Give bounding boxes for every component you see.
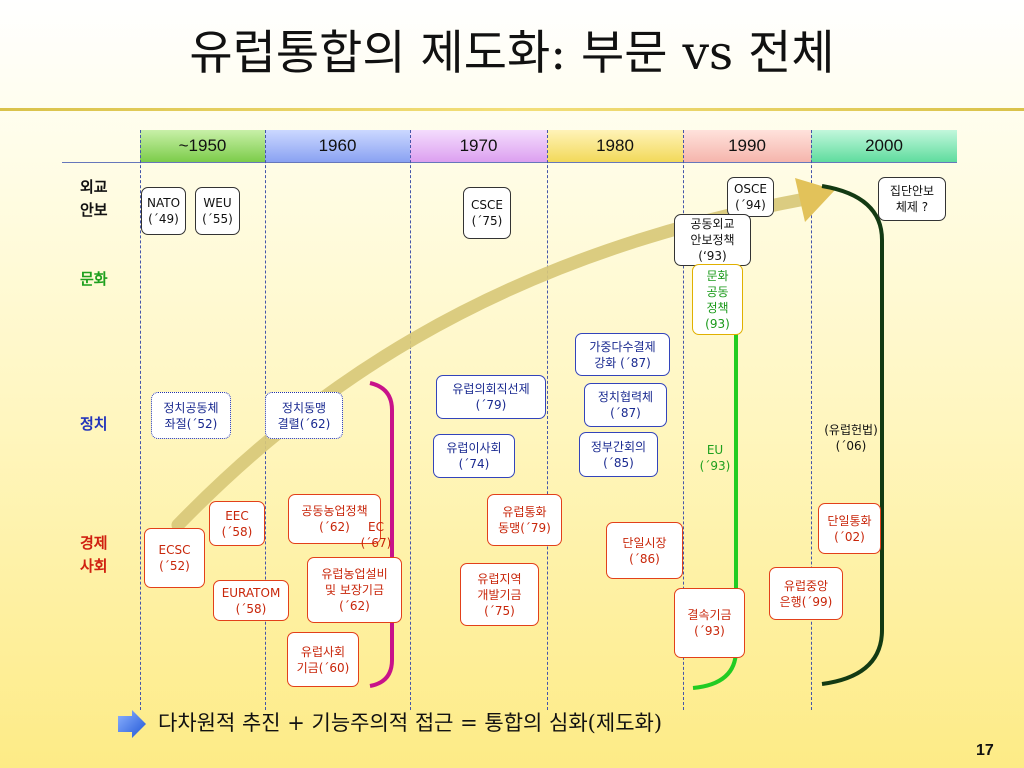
ems-box: 유럽통화 동맹(´79) [487, 494, 562, 546]
era-header-1980: 1980 [547, 130, 683, 162]
igc-box: 정부간회의 (´85) [579, 432, 658, 477]
page-number: 17 [976, 742, 994, 759]
constitution-label: (유럽헌법) (´06) [824, 423, 878, 453]
category-culture: 문화 [80, 270, 108, 288]
category-politics: 정치 [80, 415, 108, 433]
summary-arrow-icon [118, 710, 146, 738]
eec-box: EEC (´58) [209, 501, 265, 546]
category-foreign-security: 외교 안보 [80, 178, 108, 219]
era-header-1960: 1960 [265, 130, 410, 162]
integration-trend-arrowhead [795, 178, 835, 222]
header-divider [62, 162, 957, 163]
era-header-1990: 1990 [683, 130, 811, 162]
summary-text: 다차원적 추진 + 기능주의적 접근 = 통합의 심화(제도화) [158, 711, 663, 735]
political-community-box: 정치공동체 좌절(´52) [151, 392, 231, 439]
nato-box: NATO (´49) [141, 187, 186, 235]
era-header-2000: 2000 [811, 130, 957, 162]
cap-box: 공동농업정책 (´62) [288, 494, 381, 544]
eu-label: EU (´93) [699, 443, 731, 473]
cohesion-fund-box: 결속기금 (´93) [674, 588, 745, 658]
esf-box: 유럽사회 기금(´60) [287, 632, 359, 687]
political-coop-box: 정치협력체 (´87) [584, 383, 667, 427]
political-union-box: 정치동맹 결렬(´62) [265, 392, 343, 439]
collective-security-box: 집단안보 체제 ? [878, 177, 946, 221]
era-boundary-line [410, 130, 411, 710]
title-divider [0, 108, 1024, 111]
single-market-box: 단일시장 (´86) [606, 522, 683, 579]
era-boundary-line [811, 130, 812, 710]
osce-box: OSCE (´94) [727, 177, 774, 217]
ep-election-box: 유럽의회직선제 (´79) [436, 375, 546, 419]
european-council-box: 유럽이사회 (´74) [433, 434, 515, 478]
slide-title: 유럽통합의 제도화: 부문 vs 전체 [189, 26, 835, 81]
era-header-1970: 1970 [410, 130, 547, 162]
category-economy-society: 경제 사회 [80, 534, 108, 575]
erdf-box: 유럽지역 개발기금 (´75) [460, 563, 539, 626]
qmv-box: 가중다수결제 강화 (´87) [575, 333, 670, 376]
ecb-box: 유럽중앙 은행(´99) [769, 567, 843, 620]
ecsc-box: ECSC (´52) [144, 528, 205, 588]
culture-policy-box: 문화 공동 정책 (93) [692, 264, 743, 335]
single-currency-box: 단일통화 (´02) [818, 503, 881, 554]
era-boundary-line [140, 130, 141, 710]
cfsp-box: 공동외교 안보정책 (‘93) [674, 214, 751, 266]
ec-label: EC (´67) [360, 520, 392, 550]
csce-box: CSCE (´75) [463, 187, 511, 239]
euratom-box: EURATOM (´58) [213, 580, 289, 621]
era-header-1950: ~1950 [140, 130, 265, 162]
era-boundary-line [547, 130, 548, 710]
eagf-box: 유럽농업설비 및 보장기금 (´62) [307, 557, 402, 623]
weu-box: WEU (´55) [195, 187, 240, 235]
